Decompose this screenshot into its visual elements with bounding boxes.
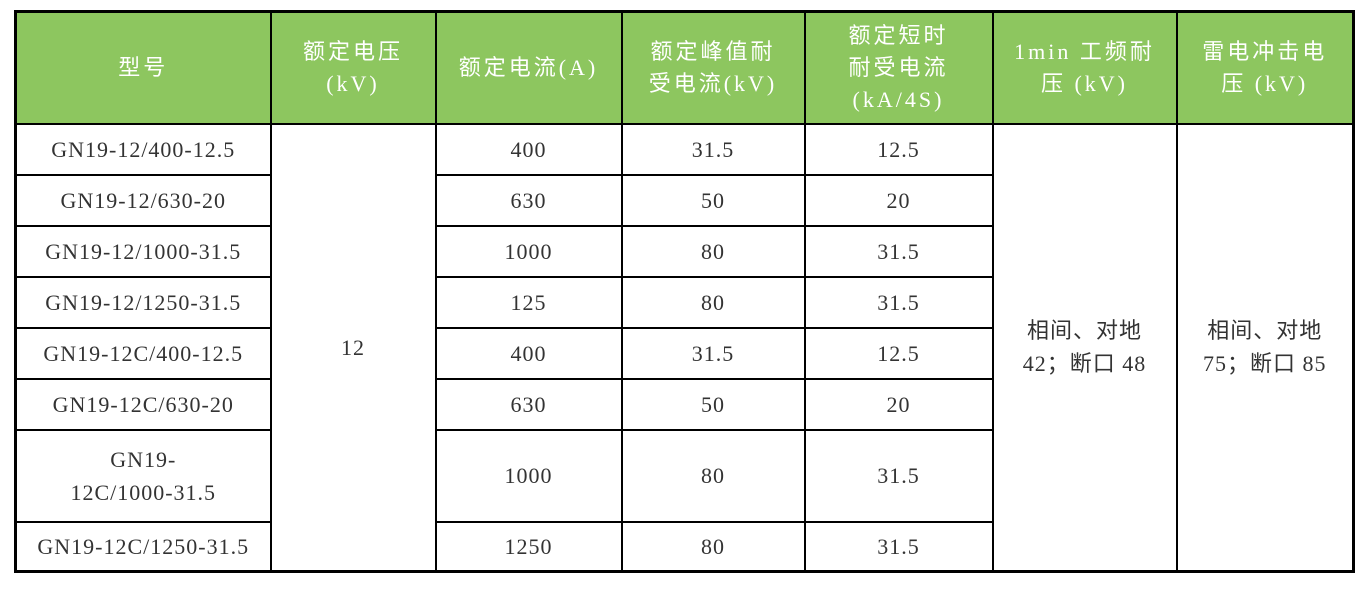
table-row: GN19-12C/1250-31.5 1250 80 31.5 <box>14 520 1354 573</box>
table-row: GN19-12/1250-31.5 125 80 31.5 <box>14 275 1354 329</box>
current-cell: 1000 <box>434 428 623 523</box>
model-cell: GN19-12/400-12.5 <box>14 122 272 176</box>
current-cell: 400 <box>434 122 623 176</box>
peak-cell: 31.5 <box>620 326 806 380</box>
header-lightning: 雷电冲击电 压 (kV) <box>1175 10 1355 125</box>
power-freq-cell: 相间、对地 42；断口 48 <box>991 122 1178 573</box>
current-cell: 630 <box>434 377 623 431</box>
peak-cell: 31.5 <box>620 122 806 176</box>
model-cell: GN19-12C/630-20 <box>14 377 272 431</box>
header-power-freq: 1min 工频耐 压 (kV) <box>991 10 1178 125</box>
peak-cell: 80 <box>620 275 806 329</box>
table-row: GN19-12/400-12.5 12 400 31.5 12.5 相间、对地 … <box>14 122 1355 573</box>
rated-voltage-cell: 12 <box>269 122 437 573</box>
peak-cell: 50 <box>620 173 806 227</box>
short-time-cell: 12.5 <box>803 122 994 176</box>
header-peak-withstand: 额定峰值耐 受电流(kV) <box>620 10 806 125</box>
short-time-cell: 12.5 <box>803 326 994 380</box>
model-cell: GN19-12/630-20 <box>14 173 272 227</box>
table-row: GN19- 12C/1000-31.5 1000 80 31.5 <box>14 428 1354 523</box>
table-row: GN19-12/1000-31.5 1000 80 31.5 <box>14 224 1354 278</box>
current-cell: 630 <box>434 173 623 227</box>
current-cell: 125 <box>434 275 623 329</box>
short-time-cell: 20 <box>803 173 994 227</box>
short-time-cell: 20 <box>803 377 994 431</box>
lightning-cell: 相间、对地 75；断口 85 <box>1175 122 1355 573</box>
short-time-cell: 31.5 <box>803 428 994 523</box>
short-time-cell: 31.5 <box>803 275 994 329</box>
switch-spec-table: 型号 额定电压 (kV) 额定电流(A) 额定峰值耐 受电流(kV) 额定短时 … <box>14 10 1355 573</box>
short-time-cell: 31.5 <box>803 520 994 573</box>
header-short-time: 额定短时 耐受电流 (kA/4S) <box>803 10 994 125</box>
header-rated-current: 额定电流(A) <box>434 10 623 125</box>
header-model: 型号 <box>14 10 272 125</box>
model-cell: GN19-12C/400-12.5 <box>14 326 272 380</box>
table-row: GN19-12C/630-20 630 50 20 <box>14 377 1354 431</box>
model-cell: GN19-12/1250-31.5 <box>14 275 272 329</box>
header-rated-voltage: 额定电压 (kV) <box>269 10 437 125</box>
model-cell: GN19- 12C/1000-31.5 <box>14 428 272 523</box>
current-cell: 1250 <box>434 520 623 573</box>
model-cell: GN19-12C/1250-31.5 <box>14 520 272 573</box>
model-cell: GN19-12/1000-31.5 <box>14 224 272 278</box>
header-row: 型号 额定电压 (kV) 额定电流(A) 额定峰值耐 受电流(kV) 额定短时 … <box>14 10 1355 125</box>
current-cell: 1000 <box>434 224 623 278</box>
peak-cell: 50 <box>620 377 806 431</box>
current-cell: 400 <box>434 326 623 380</box>
peak-cell: 80 <box>620 224 806 278</box>
peak-cell: 80 <box>620 428 806 523</box>
table-row: GN19-12C/400-12.5 400 31.5 12.5 <box>14 326 1354 380</box>
peak-cell: 80 <box>620 520 806 573</box>
short-time-cell: 31.5 <box>803 224 994 278</box>
table-row: GN19-12/630-20 630 50 20 <box>14 173 1354 227</box>
